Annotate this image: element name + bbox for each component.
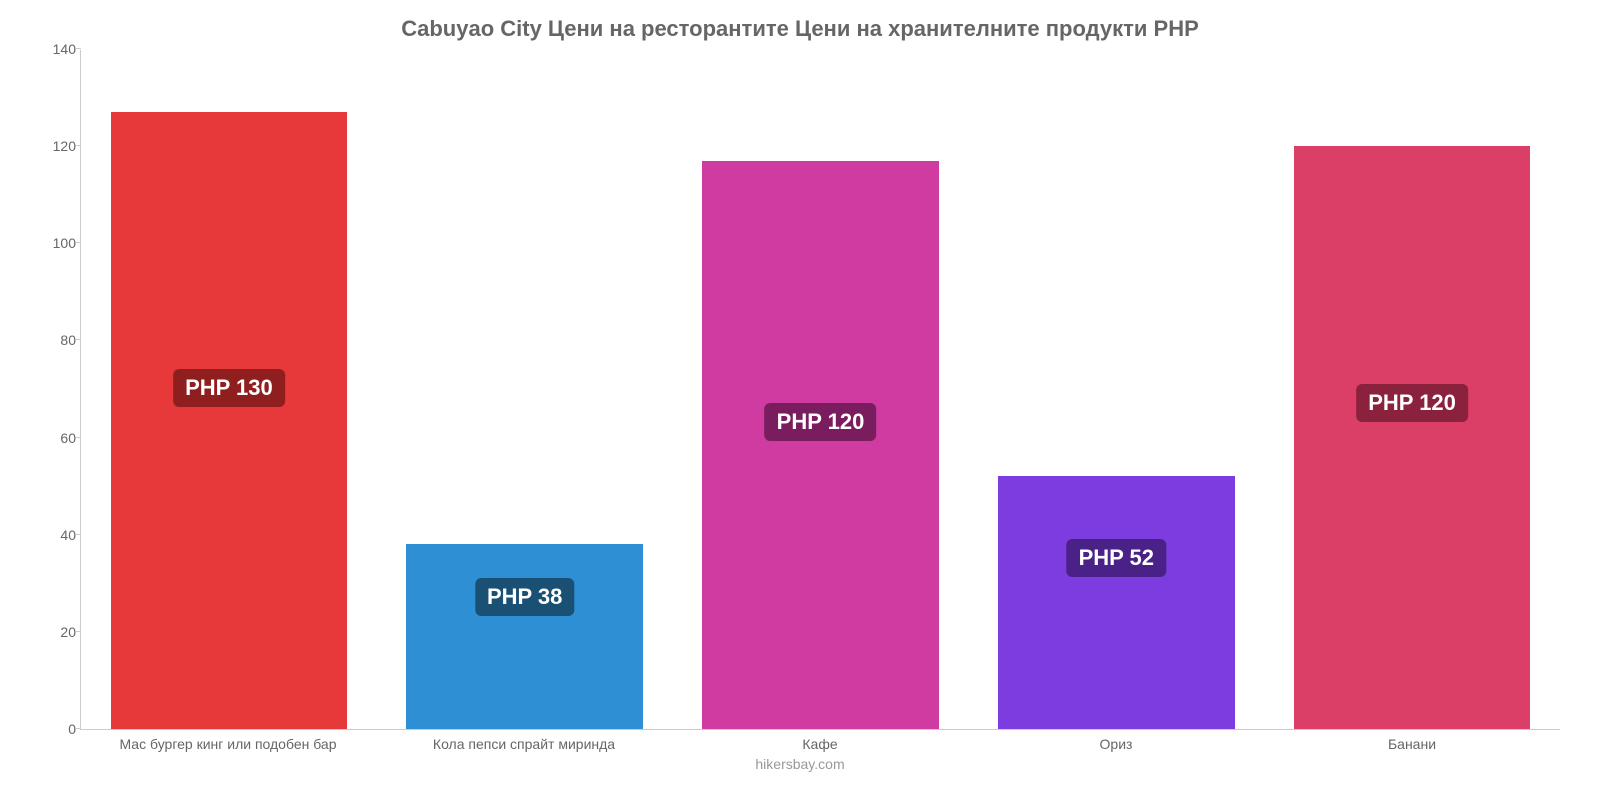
value-badge: PHP 38 <box>475 578 574 616</box>
bar <box>111 112 348 729</box>
bar-slot: PHP 52 <box>968 50 1264 729</box>
y-tick-mark <box>76 534 81 535</box>
x-tick-label: Кола пепси спрайт миринда <box>376 730 672 752</box>
y-tick-mark <box>76 339 81 340</box>
bar <box>702 161 939 729</box>
bar <box>406 544 643 729</box>
y-tick-mark <box>76 242 81 243</box>
y-tick-mark <box>76 48 81 49</box>
x-axis-labels: Мас бургер кинг или подобен барКола пепс… <box>80 730 1560 752</box>
y-tick-mark <box>76 728 81 729</box>
price-bar-chart: Cabuyao City Цени на ресторантите Цени н… <box>0 0 1600 800</box>
y-tick-mark <box>76 437 81 438</box>
bars-container: PHP 130 PHP 38 PHP 120 PHP 52 PHP 120 <box>81 50 1560 729</box>
chart-footer: hikersbay.com <box>30 756 1570 772</box>
y-tick-label: 0 <box>36 721 76 737</box>
bar-slot: PHP 120 <box>673 50 969 729</box>
bar-slot: PHP 120 <box>1264 50 1560 729</box>
bar <box>1294 146 1531 729</box>
y-tick-label: 100 <box>36 235 76 251</box>
x-tick-label: Мас бургер кинг или подобен бар <box>80 730 376 752</box>
bar-slot: PHP 130 <box>81 50 377 729</box>
value-badge: PHP 52 <box>1067 539 1166 577</box>
y-tick-mark <box>76 631 81 632</box>
y-tick-label: 20 <box>36 624 76 640</box>
y-tick-label: 80 <box>36 332 76 348</box>
x-tick-label: Кафе <box>672 730 968 752</box>
y-tick-label: 60 <box>36 430 76 446</box>
x-tick-label: Ориз <box>968 730 1264 752</box>
value-badge: PHP 120 <box>765 403 877 441</box>
bar <box>998 476 1235 729</box>
chart-title: Cabuyao City Цени на ресторантите Цени н… <box>30 16 1570 42</box>
value-badge: PHP 120 <box>1356 384 1468 422</box>
y-tick-label: 140 <box>36 41 76 57</box>
bar-slot: PHP 38 <box>377 50 673 729</box>
y-tick-label: 120 <box>36 138 76 154</box>
y-tick-mark <box>76 145 81 146</box>
value-badge: PHP 130 <box>173 369 285 407</box>
y-tick-label: 40 <box>36 527 76 543</box>
plot-area: PHP 130PHP 38PHP 120PHP 52PHP 120 020406… <box>80 50 1560 730</box>
x-tick-label: Банани <box>1264 730 1560 752</box>
